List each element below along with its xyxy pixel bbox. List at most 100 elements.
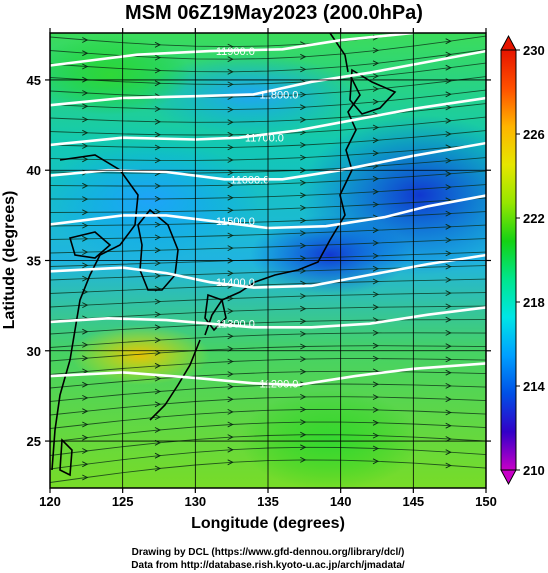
streamline-arrow — [300, 305, 307, 312]
colorbar-ticks: 210 214 218 222 226 230 — [516, 43, 545, 478]
colorbar-tick-label-218: 218 — [523, 295, 545, 310]
streamline-arrow — [154, 452, 162, 459]
streamline-arrow — [227, 446, 234, 453]
streamline-arrow — [227, 207, 234, 214]
streamline-arrow — [372, 458, 380, 465]
streamline-arrow — [227, 194, 234, 201]
streamline-arrow — [82, 103, 89, 110]
streamline-arrow — [82, 50, 89, 57]
streamline-arrow — [154, 272, 162, 279]
streamline-arrow — [300, 204, 307, 211]
green-region-nw — [50, 35, 190, 115]
warm-anomaly — [70, 325, 210, 385]
streamline-arrow — [445, 382, 452, 389]
colorbar-body — [500, 49, 517, 471]
streamline-arrow — [372, 355, 380, 362]
streamline-arrow — [372, 394, 380, 401]
x-tick-label-140: 140 — [330, 494, 352, 509]
streamline-arrow — [445, 51, 452, 58]
coastline-hokkaido — [349, 68, 397, 115]
streamline-arrow — [227, 56, 234, 63]
streamline-arrow — [372, 86, 380, 92]
streamline-arrow — [445, 210, 452, 217]
streamline-arrow — [372, 278, 380, 285]
y-tick-label-30: 30 — [27, 344, 41, 359]
streamline-arrow — [300, 255, 307, 262]
credit-drawing: Drawing by DCL (https://www.gfd-dennou.o… — [132, 547, 405, 558]
streamline-arrow — [300, 217, 307, 224]
streamline-arrow — [300, 393, 307, 400]
contour-line — [50, 253, 486, 289]
streamline-arrow — [227, 421, 234, 428]
streamline-arrow — [154, 221, 162, 228]
streamline-arrow — [445, 91, 452, 98]
x-tick-label-125: 125 — [112, 494, 134, 509]
streamline-arrow — [154, 324, 162, 331]
streamline-arrow — [445, 276, 452, 283]
y-axis-title: Latitude (degrees) — [1, 191, 18, 330]
streamline-arrow — [227, 182, 234, 189]
colorbar-tick-label-214: 214 — [523, 379, 545, 394]
streamline-arrow — [300, 116, 307, 123]
streamline-arrow — [154, 388, 162, 395]
plot-area: 11900.0 11800.0 11700.0 11600.0 11500.0 11400… — [50, 33, 486, 488]
streamline-arrow — [82, 129, 89, 136]
streamline-arrow — [300, 419, 307, 426]
coastline-korea — [137, 208, 179, 291]
streamline-arrow — [154, 427, 162, 433]
streamline-arrow — [154, 131, 162, 138]
x-axis-ticks: 120 125 130 135 140 145 150 — [39, 28, 497, 509]
streamline-arrow — [82, 461, 89, 468]
streamline-arrow — [82, 37, 89, 43]
streamline-arrow — [227, 245, 234, 252]
streamline-arrow — [227, 371, 234, 378]
streamline-arrow — [372, 124, 380, 131]
streamline-arrow — [300, 330, 307, 337]
coastline-taiwan — [59, 438, 73, 477]
y-tick-label-45: 45 — [27, 73, 41, 88]
colorbar-lower-arrow — [500, 469, 517, 486]
streamline-arrow — [445, 369, 452, 376]
coastline-japan — [204, 74, 361, 336]
contour-line — [50, 362, 486, 387]
streamline-arrow — [154, 298, 162, 305]
streamline-arrow — [372, 175, 380, 182]
contour-label: 11900.0 — [216, 46, 255, 58]
streamline-arrow — [227, 408, 234, 415]
streamline-arrow — [445, 356, 452, 363]
streamline-arrow — [154, 247, 162, 254]
streamline-arrow — [300, 242, 307, 249]
streamline-arrow — [300, 104, 307, 111]
streamline-arrow — [445, 343, 452, 350]
contour-line — [50, 49, 486, 107]
streamline-arrow — [82, 63, 89, 70]
contour-label: 11400.0 — [216, 277, 255, 289]
streamline-arrow — [154, 349, 162, 356]
streamline-arrow — [82, 355, 89, 362]
streamline-arrow — [372, 137, 380, 144]
streamline-arrow — [154, 337, 162, 344]
streamline-arrow — [300, 91, 307, 98]
credit-data: Data from http://database.rish.kyoto-u.a… — [131, 560, 405, 571]
streamline-arrow — [300, 192, 307, 199]
streamline-arrow — [300, 318, 307, 325]
streamline-arrow — [82, 156, 89, 163]
streamline-arrow — [154, 106, 162, 112]
streamline-arrow — [82, 90, 89, 96]
streamline-arrow — [227, 459, 234, 466]
streamline-arrow — [300, 179, 307, 186]
streamline-arrow — [227, 396, 234, 403]
streamline-arrow — [445, 462, 452, 469]
streamline-arrow — [82, 341, 89, 348]
streamline-arrow — [300, 456, 307, 463]
streamline-arrow — [300, 230, 307, 237]
streamline-arrow — [154, 118, 162, 125]
colorbar-tick-label-230: 230 — [523, 43, 545, 58]
contour-label: 11700.0 — [245, 133, 284, 145]
streamline-arrow — [227, 119, 234, 126]
streamline-arrow — [82, 381, 89, 388]
streamline-arrow — [227, 68, 234, 75]
colorbar-tick-label-210: 210 — [523, 463, 545, 478]
colorbar-upper-arrow — [500, 34, 517, 51]
